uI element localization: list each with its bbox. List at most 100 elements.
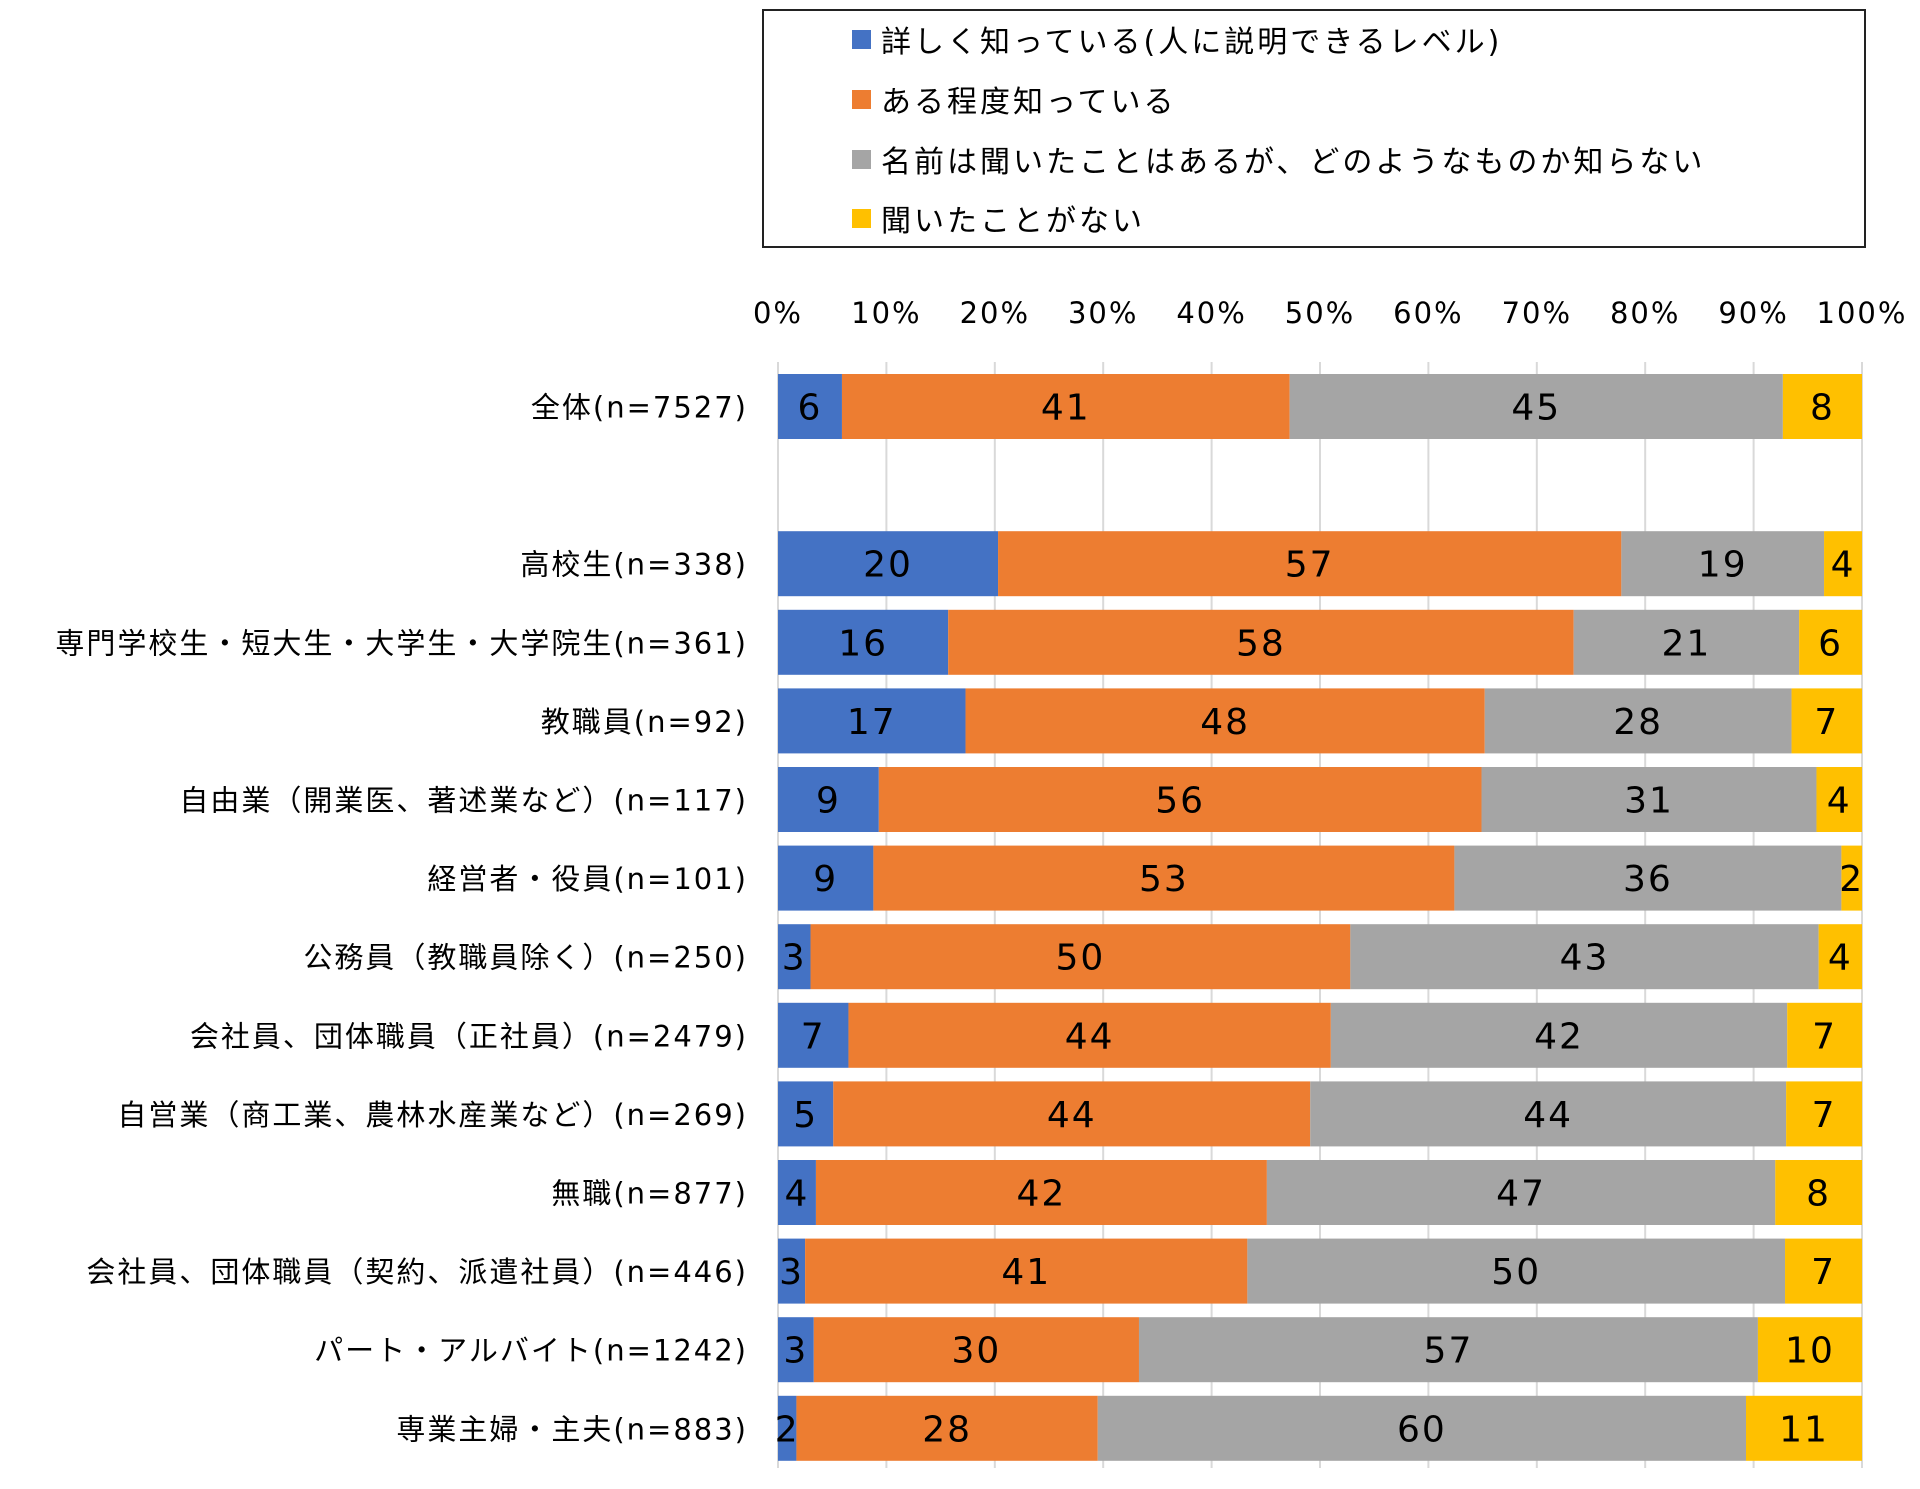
data-label: 9: [813, 859, 838, 900]
bar-segment: [805, 1238, 1248, 1304]
category-label: パート・アルバイト(n=1242): [314, 1334, 748, 1368]
data-label: 5: [793, 1095, 818, 1136]
bar-segment: [1785, 1238, 1862, 1304]
bar-segment: [778, 1395, 797, 1461]
data-label: 3: [779, 1252, 804, 1293]
legend-item-never-heard: 聞いたことがない: [852, 198, 1145, 239]
data-label: 4: [1828, 938, 1853, 979]
bar-segment: [1330, 1002, 1788, 1068]
data-label: 17: [847, 702, 897, 743]
bar-segment: [1787, 1002, 1862, 1068]
data-label: 57: [1285, 545, 1335, 586]
data-label: 30: [951, 1331, 1001, 1372]
data-label: 3: [782, 938, 807, 979]
bar-segment: [1782, 374, 1862, 439]
category-label: 公務員（教職員除く）(n=250): [303, 941, 748, 975]
bar-segment: [878, 767, 1482, 832]
legend-label: 名前は聞いたことはあるが、どのようなものか知らない: [881, 145, 1706, 180]
data-label: 2: [775, 1409, 800, 1450]
legend-swatch-orange-icon: [852, 89, 871, 109]
bar-segment: [778, 767, 879, 832]
bar-segment: [1775, 1160, 1862, 1225]
category-label: 無職(n=877): [551, 1177, 748, 1211]
bar-segment: [1816, 767, 1862, 832]
legend-item-heard-name: 名前は聞いたことはあるが、どのようなものか知らない: [852, 139, 1706, 180]
legend-swatch-gray-icon: [852, 149, 871, 169]
data-label: 50: [1056, 938, 1106, 979]
bar-segment: [1266, 1160, 1776, 1225]
data-label: 28: [922, 1409, 972, 1450]
data-labels: 6 41 45 820 57 19 416 58 21 617 48 28 79 56 31 49 53 36 23…: [775, 388, 1864, 1451]
bar-segment: [873, 845, 1455, 911]
bar-segment: [813, 1317, 1139, 1383]
data-label: 20: [863, 545, 913, 586]
bar-segment: [1310, 1081, 1787, 1147]
bar-segment: [948, 609, 1574, 675]
category-label: 専門学校生・短大生・大学生・大学院生(n=361): [55, 626, 748, 660]
data-label: 9: [816, 781, 841, 822]
bar-segment: [1138, 1317, 1758, 1383]
data-label: 44: [1047, 1095, 1097, 1136]
data-label: 31: [1624, 781, 1674, 822]
legend-label: 詳しく知っている(人に説明できるレベル): [881, 25, 1503, 60]
category-label: 高校生(n=338): [520, 548, 748, 582]
x-tick-label: 30%: [1068, 296, 1138, 330]
category-label: 全体(n=7527): [531, 391, 748, 425]
x-tick-label: 20%: [960, 296, 1030, 330]
bar-segment: [1786, 1081, 1862, 1147]
y-axis-categories: 全体(n=7527) 高校生(n=338) 専門学校生・短大生・大学生・大学院生(n…: [55, 391, 748, 1447]
bar-segment: [998, 531, 1622, 597]
x-tick-label: 0%: [753, 296, 803, 330]
data-label: 43: [1560, 938, 1610, 979]
bar-segment: [1621, 531, 1825, 597]
data-label: 6: [798, 388, 823, 429]
bar-segment: [1799, 609, 1862, 675]
bar-segment: [965, 688, 1485, 754]
data-label: 4: [1831, 545, 1856, 586]
bar-segment: [796, 1395, 1098, 1461]
data-label: 50: [1491, 1252, 1541, 1293]
data-label: 7: [1812, 1016, 1837, 1057]
data-label: 44: [1523, 1095, 1573, 1136]
bar-segment: [1757, 1317, 1862, 1383]
bar-segment: [778, 1238, 806, 1304]
data-label: 53: [1139, 859, 1189, 900]
data-label: 8: [1810, 388, 1835, 429]
data-label: 2: [1839, 859, 1864, 900]
bar-segment: [778, 1081, 834, 1147]
bar-segment: [1484, 688, 1792, 754]
data-label: 4: [785, 1174, 810, 1215]
legend-item-somewhat: ある程度知っている: [852, 79, 1177, 120]
data-label: 57: [1424, 1331, 1474, 1372]
x-tick-label: 50%: [1285, 296, 1355, 330]
x-axis-ticks: 0% 10% 20% 30% 40% 50% 60% 70% 80% 90% 100%: [753, 296, 1905, 330]
bar-segment: [1481, 767, 1817, 832]
data-label: 47: [1496, 1174, 1546, 1215]
category-label: 会社員、団体職員（正社員）(n=2479): [190, 1019, 748, 1053]
legend-label: ある程度知っている: [881, 85, 1177, 120]
bars: [778, 374, 1862, 1461]
data-label: 7: [1811, 1252, 1836, 1293]
bar-segment: [810, 924, 1351, 990]
legend-swatch-blue-icon: [852, 29, 871, 49]
legend-item-detailed: 詳しく知っている(人に説明できるレベル): [852, 19, 1503, 60]
category-label: 経営者・役員(n=101): [427, 862, 748, 896]
data-label: 19: [1698, 545, 1748, 586]
data-label: 45: [1511, 388, 1561, 429]
bar-segment: [1289, 374, 1783, 439]
x-tick-label: 60%: [1393, 296, 1463, 330]
legend-swatch-yellow-icon: [852, 208, 871, 228]
bar-segment: [778, 924, 811, 990]
bar-segment: [778, 845, 874, 911]
bar-segment: [1818, 924, 1862, 990]
data-label: 8: [1806, 1174, 1831, 1215]
bar-segment: [1746, 1395, 1862, 1461]
bar-segment: [778, 609, 949, 675]
category-label: 専業主婦・主夫(n=883): [396, 1412, 748, 1446]
bar-segment: [833, 1081, 1311, 1147]
legend-label: 聞いたことがない: [881, 204, 1145, 239]
data-label: 48: [1200, 702, 1250, 743]
bar-segment: [778, 1160, 816, 1225]
category-label: 会社員、団体職員（契約、派遣社員）(n=446): [86, 1255, 748, 1289]
data-label: 7: [1814, 702, 1839, 743]
